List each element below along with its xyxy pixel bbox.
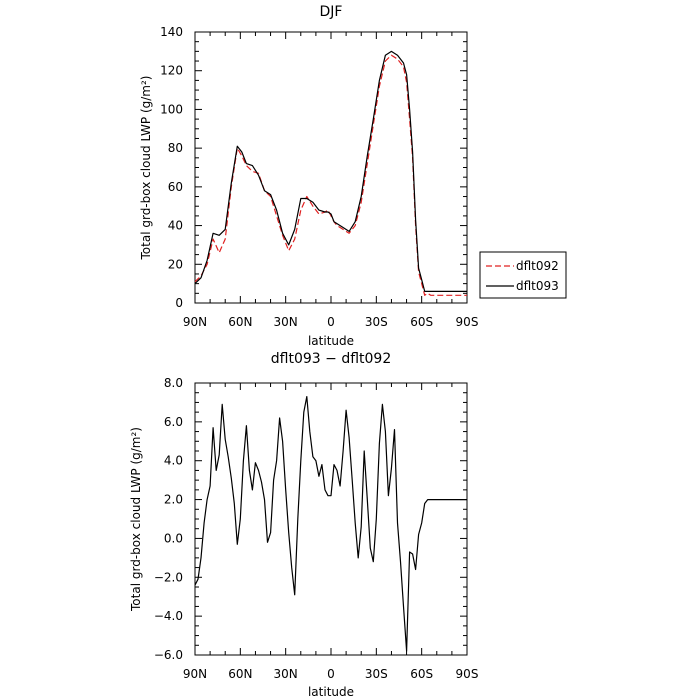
y-tick-label: 8.0 xyxy=(164,376,183,390)
y-tick-label: 0 xyxy=(175,296,183,310)
y-tick-label: 4.0 xyxy=(164,454,183,468)
x-axis-label: latitude xyxy=(308,334,354,348)
plot-frame xyxy=(194,31,468,304)
x-tick-label: 30N xyxy=(274,667,298,681)
top-panel-djf: 90N 60N 30N 0 30S 60S 90S 0 20 40 60 80 100 120 140 DJF… xyxy=(139,4,567,348)
x-axis-label: latitude xyxy=(308,685,354,699)
legend-box xyxy=(479,251,567,299)
x-tick-label: 30S xyxy=(365,315,388,329)
x-tick-label: 60N xyxy=(228,315,252,329)
y-tick-label: −4.0 xyxy=(154,609,183,623)
x-tick-label: 90S xyxy=(456,667,479,681)
series-line-dflt093 xyxy=(194,50,467,292)
y-tick-label: 80 xyxy=(168,141,183,155)
x-tick-label: 60S xyxy=(410,667,433,681)
chart-title: dflt093 − dflt092 xyxy=(271,351,391,367)
y-tick-label: 40 xyxy=(168,219,183,233)
y-tick-label: 140 xyxy=(160,25,183,39)
y-axis-label: Total grd-box cloud LWP (g/m²) xyxy=(129,427,143,612)
legend-label: dflt092 xyxy=(516,259,559,273)
y-tick-label: −2.0 xyxy=(154,570,183,584)
x-tick-label: 90S xyxy=(456,315,479,329)
y-tick-label: 100 xyxy=(160,102,183,116)
y-tick-label: −6.0 xyxy=(154,648,183,662)
bottom-panel-difference: 90N 60N 30N 0 30S 60S 90S −6.0 −4.0 −2.0 0.0 2.0 4.0… xyxy=(129,351,478,699)
series-line-difference-0 xyxy=(194,396,467,652)
x-tick-label: 90N xyxy=(183,315,207,329)
y-tick-label: 20 xyxy=(168,257,183,271)
x-tick-label: 0 xyxy=(327,315,335,329)
series-line-dflt092 xyxy=(194,54,467,296)
y-tick-label: 2.0 xyxy=(164,493,183,507)
x-tick-label: 60S xyxy=(410,315,433,329)
x-tick-label: 60N xyxy=(228,667,252,681)
x-tick-label: 30N xyxy=(274,315,298,329)
legend-label: dflt093 xyxy=(516,279,559,293)
y-tick-label: 6.0 xyxy=(164,415,183,429)
x-tick-label: 90N xyxy=(183,667,207,681)
x-tick-label: 30S xyxy=(365,667,388,681)
chart-title: DJF xyxy=(320,4,343,20)
y-tick-label: 0.0 xyxy=(164,531,183,545)
y-axis-label: Total grd-box cloud LWP (g/m²) xyxy=(139,76,153,261)
y-tick-label: 60 xyxy=(168,180,183,194)
y-tick-label: 120 xyxy=(160,64,183,78)
x-tick-label: 0 xyxy=(327,667,335,681)
